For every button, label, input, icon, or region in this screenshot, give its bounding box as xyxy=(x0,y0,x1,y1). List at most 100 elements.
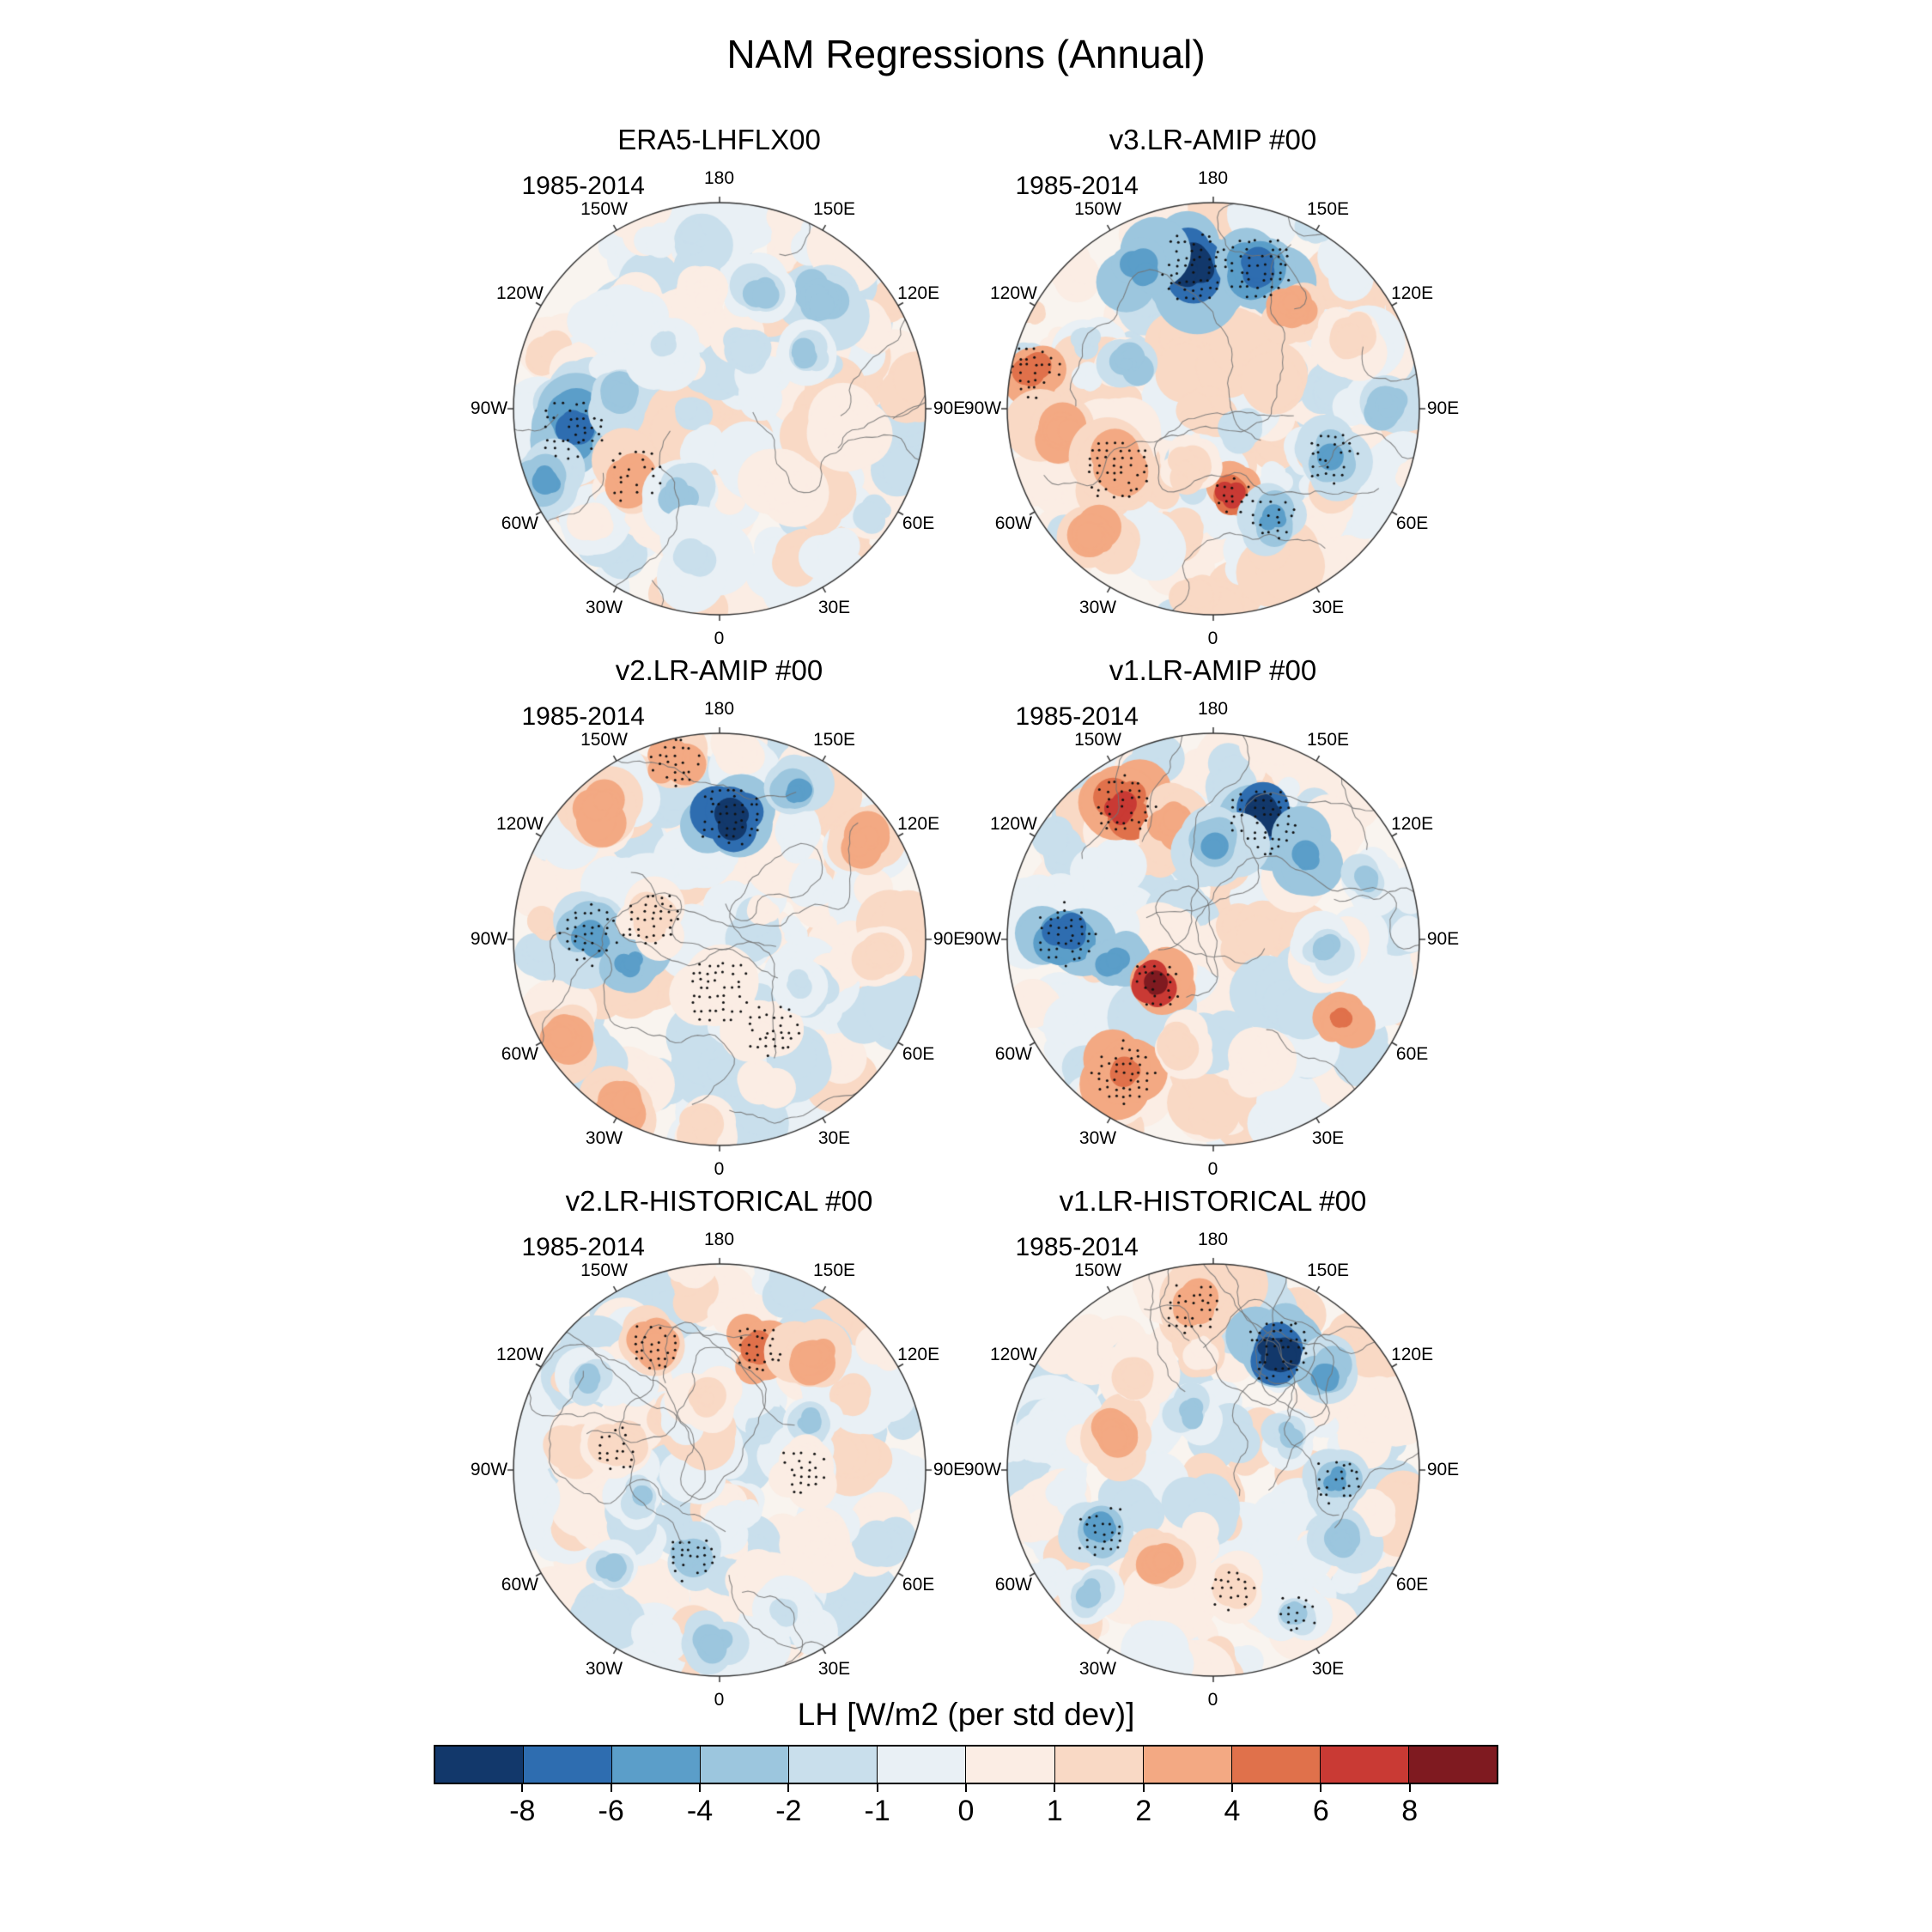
lon-label-90W: 90W xyxy=(963,929,1002,949)
colorbar-segment xyxy=(611,1747,701,1783)
lon-label-30E: 30E xyxy=(1311,1128,1345,1149)
map-area: 1985-2014 180 150E 120E 90E 60E 30E 0 30W 60W 90W… xyxy=(964,160,1459,648)
lon-label-30E: 30E xyxy=(1311,598,1345,618)
colorbar-segment xyxy=(1230,1747,1320,1783)
lon-label-60E: 60E xyxy=(902,1575,935,1595)
lon-label-120E: 120E xyxy=(1391,1345,1434,1364)
lon-label-120W: 120W xyxy=(989,814,1037,834)
lon-label-60W: 60W xyxy=(994,513,1032,533)
map-area: 1985-2014 180 150E 120E 90E 60E 30E 0 30W 60W 90W… xyxy=(471,160,965,648)
colorbar-segment xyxy=(1142,1747,1231,1783)
polar-map-canvas xyxy=(478,690,960,1171)
colorbar-ticks: -8 -6 -4 -2 -1 0 1 2 4 6 8 xyxy=(434,1784,1498,1839)
lon-label-150E: 150E xyxy=(1306,1260,1350,1280)
lon-label-180: 180 xyxy=(1197,699,1229,719)
colorbar-tickmark xyxy=(1142,1784,1145,1792)
lon-label-90W: 90W xyxy=(963,398,1002,418)
colorbar-tickmark xyxy=(610,1784,612,1792)
colorbar-tick-label: 6 xyxy=(1312,1795,1329,1827)
lon-label-30E: 30E xyxy=(817,1128,851,1149)
colorbar-tick-label: 8 xyxy=(1401,1795,1419,1827)
lon-label-90E: 90E xyxy=(1426,1460,1460,1479)
colorbar-segment xyxy=(1407,1747,1497,1783)
colorbar-segment xyxy=(700,1747,789,1783)
colorbar-tick-label: -1 xyxy=(864,1795,890,1827)
colorbar-segment xyxy=(788,1747,878,1783)
lon-label-60E: 60E xyxy=(1395,513,1429,533)
lon-label-150E: 150E xyxy=(1306,729,1350,750)
lon-label-120W: 120W xyxy=(495,283,544,303)
lon-label-0: 0 xyxy=(1207,629,1218,648)
lon-label-30W: 30W xyxy=(1078,598,1117,618)
polar-map-canvas xyxy=(972,160,1454,641)
lon-label-90E: 90E xyxy=(933,1460,966,1479)
lon-label-60E: 60E xyxy=(1395,1044,1429,1064)
panel-grid: ERA5-LHFLX00 1985-2014 180 150E 120E 90E 60E… xyxy=(471,120,1459,1710)
colorbar-tickmark xyxy=(521,1784,524,1792)
lon-label-60E: 60E xyxy=(902,1044,935,1064)
lon-label-120W: 120W xyxy=(989,1345,1037,1364)
lon-label-150E: 150E xyxy=(1306,198,1350,219)
lon-label-150W: 150W xyxy=(1074,1260,1121,1280)
lon-label-60W: 60W xyxy=(994,1575,1032,1595)
lon-label-30E: 30E xyxy=(1311,1659,1345,1680)
lon-label-150W: 150W xyxy=(1074,198,1121,219)
lon-label-0: 0 xyxy=(1207,1690,1218,1710)
lon-label-90E: 90E xyxy=(933,398,966,418)
colorbar xyxy=(434,1745,1498,1784)
lon-label-180: 180 xyxy=(703,699,735,719)
colorbar-title: LH [W/m2 (per std dev)] xyxy=(797,1697,1135,1732)
colorbar-segment xyxy=(877,1747,966,1783)
lon-label-90E: 90E xyxy=(933,929,966,949)
lon-label-120W: 120W xyxy=(989,283,1037,303)
lon-label-30W: 30W xyxy=(585,1128,623,1149)
lon-label-30W: 30W xyxy=(585,598,623,618)
lon-label-60E: 60E xyxy=(1395,1575,1429,1595)
panel-title: v1.LR-HISTORICAL #00 xyxy=(1059,1185,1367,1217)
map-area: 1985-2014 180 150E 120E 90E 60E 30E 0 30W 60W 90W… xyxy=(471,1221,965,1710)
lon-label-180: 180 xyxy=(703,168,735,188)
colorbar-tick-label: -6 xyxy=(598,1795,624,1827)
lon-label-60W: 60W xyxy=(501,1044,538,1064)
lon-label-120E: 120E xyxy=(897,814,940,834)
lon-label-150E: 150E xyxy=(812,1260,856,1280)
lon-label-120W: 120W xyxy=(495,1345,544,1364)
lon-label-0: 0 xyxy=(714,629,725,648)
map-area: 1985-2014 180 150E 120E 90E 60E 30E 0 30W 60W 90W… xyxy=(964,1221,1459,1710)
lon-label-120E: 120E xyxy=(897,1345,940,1364)
colorbar-tick-label: -2 xyxy=(775,1795,802,1827)
lon-label-150W: 150W xyxy=(580,1260,628,1280)
lon-label-150W: 150W xyxy=(580,198,628,219)
lon-label-30W: 30W xyxy=(1078,1659,1117,1680)
colorbar-tickmark xyxy=(876,1784,878,1792)
panel-v2-lr-historical: v2.LR-HISTORICAL #00 1985-2014 180 150E 12… xyxy=(471,1182,965,1710)
lon-label-60W: 60W xyxy=(501,513,538,533)
colorbar-tick-label: 0 xyxy=(957,1795,975,1827)
colorbar-tickmark xyxy=(699,1784,701,1792)
colorbar-tickmark xyxy=(1231,1784,1233,1792)
colorbar-segment xyxy=(965,1747,1054,1783)
lon-label-60W: 60W xyxy=(501,1575,538,1595)
polar-map-canvas xyxy=(478,160,960,641)
map-area: 1985-2014 180 150E 120E 90E 60E 30E 0 30W 60W 90W… xyxy=(964,690,1459,1179)
period-label: 1985-2014 xyxy=(521,702,645,731)
lon-label-90W: 90W xyxy=(963,1460,1002,1479)
lon-label-180: 180 xyxy=(703,1230,735,1249)
lon-label-150E: 150E xyxy=(812,729,856,750)
lon-label-120E: 120E xyxy=(897,283,940,303)
lon-label-30E: 30E xyxy=(817,598,851,618)
lon-label-30E: 30E xyxy=(817,1659,851,1680)
lon-label-150W: 150W xyxy=(1074,729,1121,750)
panel-v1-lr-historical: v1.LR-HISTORICAL #00 1985-2014 180 150E 12… xyxy=(964,1182,1459,1710)
colorbar-tick-label: -8 xyxy=(509,1795,536,1827)
lon-label-90W: 90W xyxy=(470,1460,508,1479)
polar-map-canvas xyxy=(972,1221,1454,1702)
lon-label-150E: 150E xyxy=(812,198,856,219)
colorbar-tick-label: 4 xyxy=(1224,1795,1241,1827)
period-label: 1985-2014 xyxy=(1015,1233,1139,1261)
panel-v3-lr-amip: v3.LR-AMIP #00 1985-2014 180 150E 120E 90E 6… xyxy=(964,120,1459,648)
lon-label-0: 0 xyxy=(714,1159,725,1179)
panel-title: v1.LR-AMIP #00 xyxy=(1109,654,1317,686)
lon-label-90W: 90W xyxy=(470,929,508,949)
panel-era5-lhflx00: ERA5-LHFLX00 1985-2014 180 150E 120E 90E 60E… xyxy=(471,120,965,648)
